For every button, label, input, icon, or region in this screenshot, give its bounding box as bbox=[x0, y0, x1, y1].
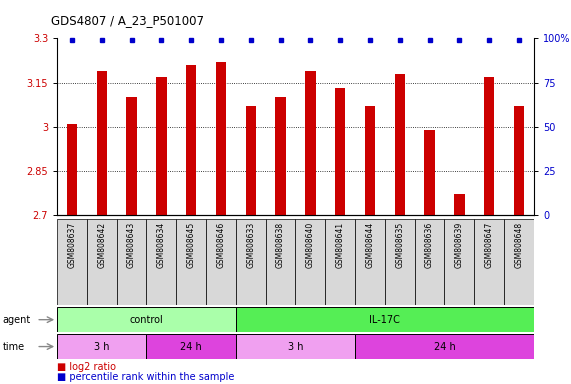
Bar bbox=[484, 77, 494, 215]
Bar bbox=[156, 77, 167, 215]
Bar bbox=[365, 106, 375, 215]
Bar bbox=[57, 334, 147, 359]
Bar bbox=[246, 106, 256, 215]
Bar bbox=[395, 74, 405, 215]
Bar bbox=[335, 88, 345, 215]
Text: GSM808646: GSM808646 bbox=[216, 222, 226, 268]
Bar bbox=[126, 97, 137, 215]
Bar bbox=[236, 219, 266, 305]
Text: GDS4807 / A_23_P501007: GDS4807 / A_23_P501007 bbox=[51, 14, 204, 27]
Bar bbox=[186, 65, 196, 215]
Text: GSM808634: GSM808634 bbox=[157, 222, 166, 268]
Bar bbox=[57, 219, 87, 305]
Bar bbox=[176, 219, 206, 305]
Text: 3 h: 3 h bbox=[94, 341, 110, 352]
Bar bbox=[96, 71, 107, 215]
Text: GSM808642: GSM808642 bbox=[97, 222, 106, 268]
Bar bbox=[385, 219, 415, 305]
Text: IL-17C: IL-17C bbox=[369, 314, 400, 325]
Bar bbox=[275, 97, 286, 215]
Bar bbox=[116, 219, 147, 305]
Text: GSM808638: GSM808638 bbox=[276, 222, 285, 268]
Bar bbox=[504, 219, 534, 305]
Text: GSM808636: GSM808636 bbox=[425, 222, 434, 268]
Text: 24 h: 24 h bbox=[180, 341, 202, 352]
Text: GSM808640: GSM808640 bbox=[306, 222, 315, 268]
Text: GSM808644: GSM808644 bbox=[365, 222, 375, 268]
Text: GSM808645: GSM808645 bbox=[187, 222, 196, 268]
Text: GSM808639: GSM808639 bbox=[455, 222, 464, 268]
Text: 3 h: 3 h bbox=[288, 341, 303, 352]
Text: GSM808635: GSM808635 bbox=[395, 222, 404, 268]
Bar bbox=[514, 106, 524, 215]
Bar bbox=[216, 62, 226, 215]
Bar bbox=[67, 124, 77, 215]
Bar bbox=[424, 130, 435, 215]
Text: GSM808637: GSM808637 bbox=[67, 222, 77, 268]
Text: ■ percentile rank within the sample: ■ percentile rank within the sample bbox=[57, 372, 235, 382]
Text: GSM808641: GSM808641 bbox=[336, 222, 345, 268]
Bar bbox=[57, 307, 236, 332]
Text: GSM808633: GSM808633 bbox=[246, 222, 255, 268]
Text: 24 h: 24 h bbox=[433, 341, 455, 352]
Bar bbox=[325, 219, 355, 305]
Bar bbox=[87, 219, 116, 305]
Bar bbox=[415, 219, 444, 305]
Text: GSM808648: GSM808648 bbox=[514, 222, 524, 268]
Bar bbox=[475, 219, 504, 305]
Text: time: time bbox=[3, 341, 25, 352]
Bar bbox=[454, 194, 465, 215]
Bar bbox=[355, 219, 385, 305]
Bar bbox=[305, 71, 316, 215]
Bar bbox=[206, 219, 236, 305]
Bar bbox=[355, 334, 534, 359]
Text: GSM808643: GSM808643 bbox=[127, 222, 136, 268]
Bar bbox=[266, 219, 296, 305]
Bar bbox=[296, 219, 325, 305]
Text: control: control bbox=[130, 314, 163, 325]
Text: GSM808647: GSM808647 bbox=[485, 222, 494, 268]
Bar bbox=[147, 219, 176, 305]
Bar bbox=[147, 334, 236, 359]
Text: ■ log2 ratio: ■ log2 ratio bbox=[57, 362, 116, 372]
Bar bbox=[236, 307, 534, 332]
Bar bbox=[444, 219, 475, 305]
Text: agent: agent bbox=[3, 314, 31, 325]
Bar bbox=[236, 334, 355, 359]
